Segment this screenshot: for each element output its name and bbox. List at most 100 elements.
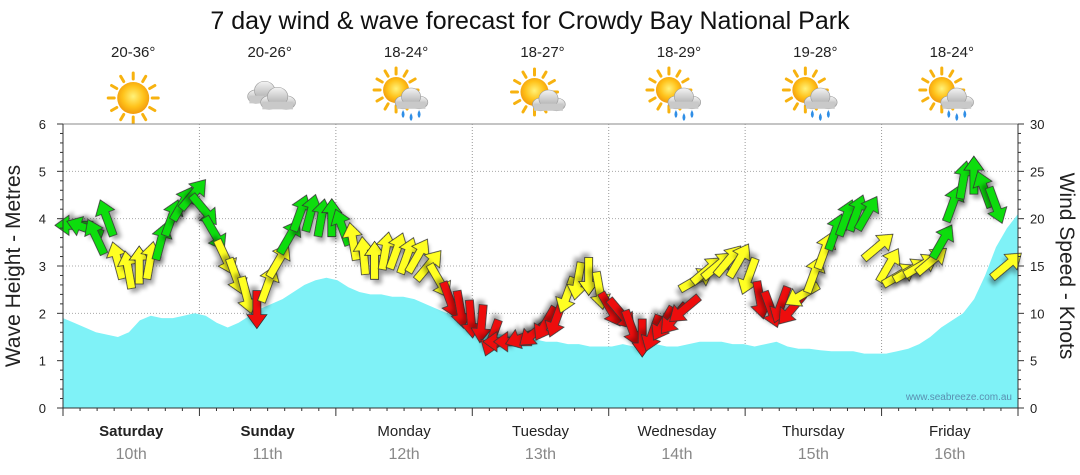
right-tick-label: 10 <box>1030 306 1044 321</box>
sun-ray <box>656 69 663 78</box>
left-tick-label: 2 <box>39 306 46 321</box>
temperature-label: 19-28° <box>793 44 837 61</box>
left-axis-title: Wave Height - Metres <box>2 165 25 367</box>
wind-arrow <box>725 243 751 280</box>
sun-cloud-rain-icon <box>781 66 838 121</box>
day-date: 16th <box>934 446 965 463</box>
rain-drop <box>417 110 421 118</box>
day-date: 14th <box>661 446 692 463</box>
rain-drop <box>674 110 678 118</box>
sun-ray <box>521 105 528 114</box>
sun-ray <box>547 79 556 85</box>
wind-arrow <box>84 218 109 257</box>
right-tick-label: 20 <box>1030 212 1044 227</box>
chart-title: 7 day wind & wave forecast for Crowdy Ba… <box>210 7 850 35</box>
sun-ray <box>383 69 390 78</box>
sun-ray <box>929 102 936 111</box>
cloudy-icon <box>247 80 296 110</box>
wind-arrow <box>860 233 894 263</box>
sun-ray <box>811 69 818 78</box>
left-tick-label: 4 <box>39 212 46 227</box>
sun-ray <box>375 96 384 103</box>
temperature-labels: 20-36° 20-26° 18-24° 18-27° 18-29° 19-28° 18-2… <box>111 44 974 61</box>
wind-arrow <box>875 248 901 285</box>
wind-arrow <box>640 313 664 352</box>
left-tick-label: 0 <box>39 401 46 416</box>
sun-ray <box>648 96 657 103</box>
cloud-base <box>534 103 563 111</box>
day-name: Wednesday <box>637 423 716 440</box>
sun-ray <box>110 106 119 112</box>
sun-ray <box>119 112 126 122</box>
day-name: Sunday <box>241 423 296 440</box>
right-tick-label: 15 <box>1030 259 1044 274</box>
sunny-icon <box>106 71 160 125</box>
sun-cloud-icon <box>510 67 566 117</box>
rain-drop <box>826 110 830 118</box>
wind-arrow <box>95 199 118 238</box>
wind-arrow <box>928 224 954 261</box>
rain-drop <box>810 110 814 118</box>
sun-ray <box>784 96 794 103</box>
rain-drop <box>818 113 822 121</box>
sun-ray <box>948 69 955 78</box>
right-tick-label: 5 <box>1030 354 1037 369</box>
rain-drop <box>690 110 694 118</box>
wind-arrows <box>54 155 1022 358</box>
day-name: Friday <box>929 423 971 440</box>
sun-cloud-rain-icon <box>918 66 974 121</box>
temperature-label: 18-29° <box>657 44 701 61</box>
watermark: www.seabreeze.com.au <box>905 392 1012 403</box>
left-tick-label: 5 <box>39 164 46 179</box>
wind-arrow <box>989 252 1022 282</box>
wind-arrow <box>246 290 268 330</box>
sun-ray <box>929 69 936 78</box>
wind-arrow <box>470 304 492 344</box>
sun-ray <box>513 79 522 85</box>
sun-ray <box>954 77 963 84</box>
left-tick-label: 1 <box>39 354 46 369</box>
wave-height-fill <box>63 213 1018 408</box>
day-date: 12th <box>389 446 420 463</box>
day-date: 11th <box>253 446 283 463</box>
wind-arrow <box>669 293 702 322</box>
sun-disc <box>117 82 150 114</box>
sun-ray <box>148 106 157 112</box>
rain-drop <box>947 110 951 118</box>
sun-ray <box>675 69 682 78</box>
sun-ray <box>541 70 548 79</box>
day-date: 15th <box>798 446 829 463</box>
sun-ray <box>921 77 930 84</box>
sun-cloud-rain-icon <box>645 66 702 121</box>
rain-drop <box>401 110 405 118</box>
wave-height-area <box>63 213 1018 408</box>
sun-ray <box>402 69 409 78</box>
sun-ray <box>648 77 657 84</box>
cloud-base <box>396 101 426 109</box>
sun-ray <box>119 74 126 84</box>
cloud-base <box>942 101 972 109</box>
cloud-base <box>262 101 293 110</box>
sun-ray <box>921 96 930 103</box>
sun-ray <box>817 77 826 84</box>
temperature-label: 20-36° <box>111 44 155 61</box>
sun-ray <box>141 112 148 122</box>
sun-ray <box>792 69 799 78</box>
day-name: Monday <box>377 423 431 440</box>
weather-icons <box>106 66 974 125</box>
wind-arrow <box>984 185 1008 224</box>
sun-ray <box>521 70 528 79</box>
cloud-base <box>805 101 835 109</box>
sun-cloud-rain-icon <box>372 66 429 121</box>
axes: 0 1 2 3 4 5 6 0 5 10 15 20 25 30 <box>39 117 1044 416</box>
temperature-label: 18-27° <box>520 44 564 61</box>
temperature-label: 20-26° <box>247 44 291 61</box>
right-tick-label: 30 <box>1030 117 1044 132</box>
left-tick-label: 6 <box>39 117 46 132</box>
rain-drop <box>955 113 959 121</box>
cloud-base <box>669 101 699 109</box>
sun-ray <box>141 74 148 84</box>
wind-arrow <box>853 195 880 233</box>
right-tick-label: 25 <box>1030 164 1044 179</box>
